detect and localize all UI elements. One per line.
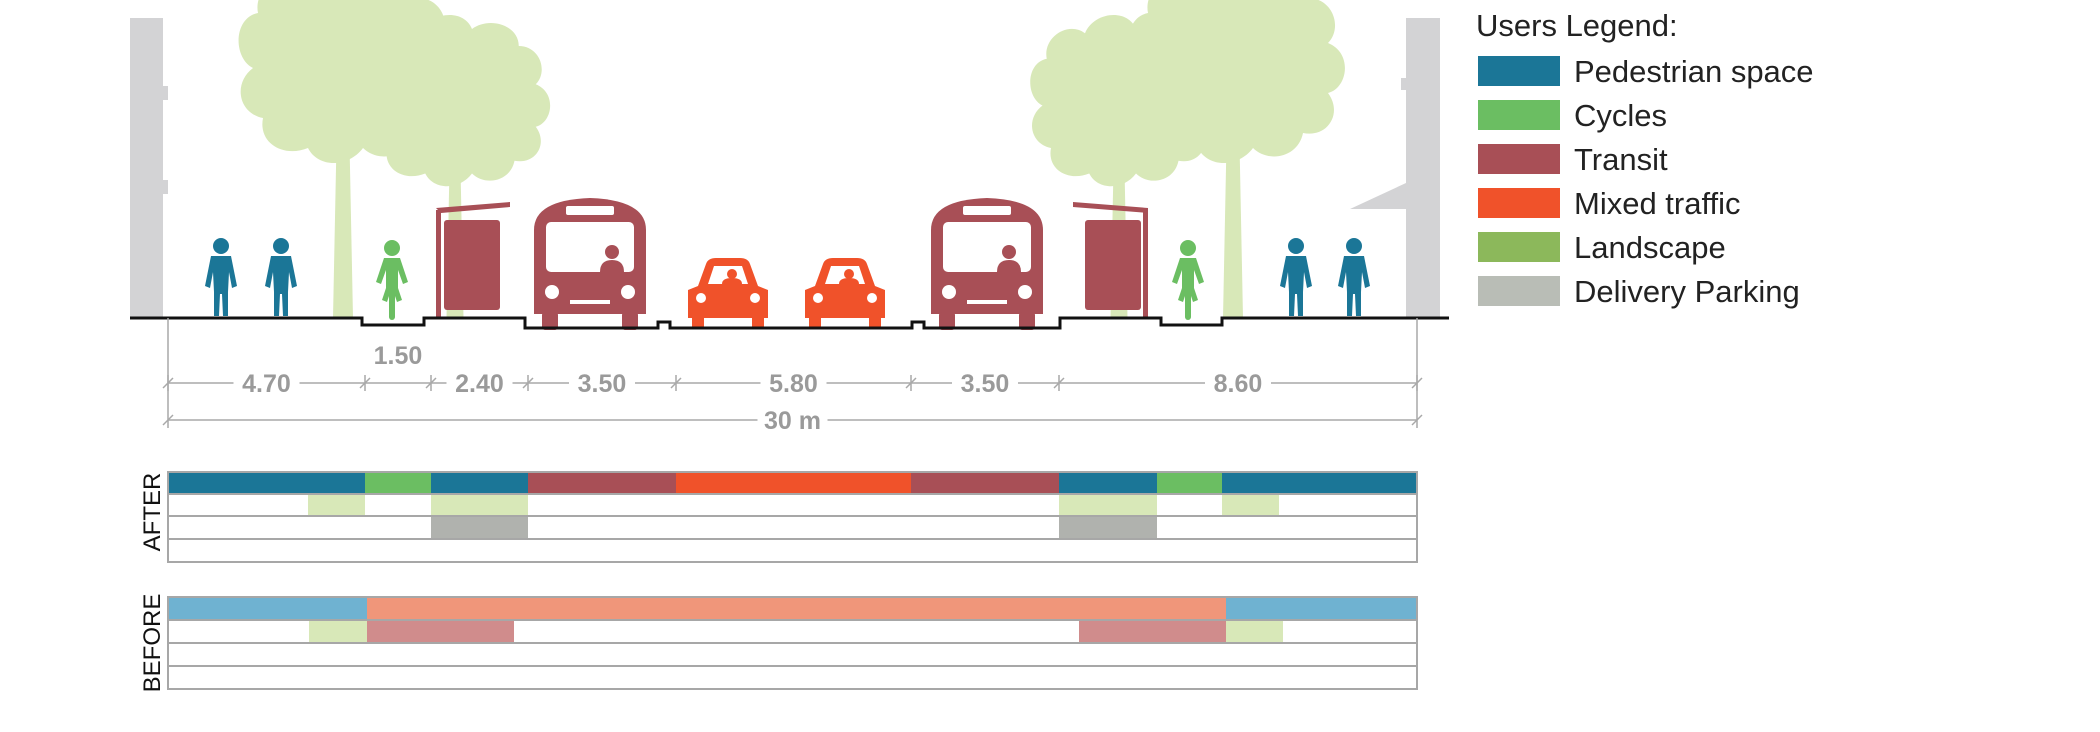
before-transit-segment [367, 621, 514, 642]
street-cross-section [130, 0, 1449, 330]
pedestrian-icon [265, 238, 297, 316]
dimension-label: 2.40 [455, 370, 504, 398]
legend-label: Pedestrian space [1574, 54, 1814, 89]
after-landscape-segment [431, 495, 528, 515]
legend-label: Cycles [1574, 98, 1667, 133]
after-transit-segment [528, 473, 676, 493]
before-pedestrian-segment [169, 598, 367, 619]
dimension-label: 1.50 [374, 342, 423, 370]
before-mixed-traffic-segment [367, 598, 1226, 619]
car-icon [805, 258, 885, 328]
before-phase-bar: BEFORE [139, 594, 1418, 693]
after-pedestrian-segment [1059, 473, 1157, 493]
dimension-label: 8.60 [1214, 370, 1263, 398]
legend-swatch [1478, 100, 1560, 130]
pedestrian-icon [1338, 238, 1370, 316]
before-landscape-segment [1226, 621, 1283, 642]
after-pedestrian-segment [431, 473, 528, 493]
transit-shelter-right [1073, 202, 1148, 318]
cyclist-icon [376, 240, 408, 320]
users-legend: Users Legend: Pedestrian space Cycles Tran… [1476, 8, 1814, 309]
after-cycles-segment [1157, 473, 1222, 493]
pedestrian-icon [1280, 238, 1312, 316]
dimension-label: 4.70 [242, 370, 291, 398]
legend-swatch [1478, 232, 1560, 262]
total-width-label: 30 m [764, 407, 821, 435]
before-label: BEFORE [139, 594, 166, 693]
legend-title: Users Legend: [1476, 8, 1678, 43]
street-section-diagram: 4.70 1.50 2.40 3.50 5.80 3.50 8.60 30 m AFTER B… [130, 0, 1814, 693]
legend-swatch [1478, 188, 1560, 218]
after-transit-segment [911, 473, 1059, 493]
after-cycles-segment [365, 473, 431, 493]
pedestrian-icon [205, 238, 237, 316]
right-building-wall [1350, 18, 1440, 318]
after-parking-segment [1059, 517, 1157, 538]
cyclist-icon [1172, 240, 1204, 320]
dimension-label: 3.50 [578, 370, 627, 398]
after-landscape-segment [1059, 495, 1157, 515]
left-building-wall [130, 18, 168, 318]
before-transit-segment [1079, 621, 1226, 642]
before-pedestrian-segment [1226, 598, 1416, 619]
dimension-lines: 4.70 1.50 2.40 3.50 5.80 3.50 8.60 30 m [162, 318, 1423, 435]
ground-profile [130, 316, 1449, 330]
after-landscape-segment [308, 495, 365, 515]
legend-label: Mixed traffic [1574, 186, 1741, 221]
legend-swatch [1478, 276, 1560, 306]
bus-icon [931, 198, 1043, 330]
legend-swatch [1478, 56, 1560, 86]
after-mixed-traffic-segment [676, 473, 911, 493]
dimension-label: 3.50 [961, 370, 1010, 398]
after-parking-segment [431, 517, 528, 538]
after-pedestrian-segment [169, 473, 365, 493]
after-landscape-segment [1222, 495, 1279, 515]
bus-icon [534, 198, 646, 330]
car-icon [688, 258, 768, 328]
legend-label: Transit [1574, 142, 1668, 177]
after-pedestrian-segment [1222, 473, 1416, 493]
legend-swatch [1478, 144, 1560, 174]
after-phase-bar: AFTER [139, 471, 1418, 563]
after-label: AFTER [139, 473, 166, 552]
transit-shelter-left [436, 202, 510, 318]
before-landscape-segment [309, 621, 367, 642]
legend-label: Landscape [1574, 230, 1726, 265]
legend-label: Delivery Parking [1574, 274, 1800, 309]
dimension-label: 5.80 [769, 370, 818, 398]
